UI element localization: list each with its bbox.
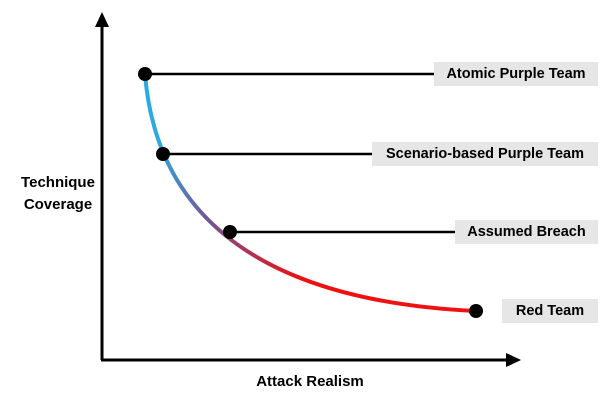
- y-axis-label-line1: Technique: [21, 174, 95, 191]
- x-axis-label: Attack Realism: [256, 373, 364, 390]
- tag-scenario-based-purple-team: Scenario-based Purple Team: [372, 142, 598, 166]
- point-red-team: [469, 304, 483, 318]
- point-atomic-purple-team: [138, 67, 152, 81]
- y-axis-label-line2: Coverage: [23, 196, 93, 213]
- tag-atomic-purple-team: Atomic Purple Team: [434, 62, 598, 86]
- tag-red-team: Red Team: [502, 299, 598, 323]
- y-axis-label: Technique Coverage: [8, 172, 108, 216]
- point-scenario-based-purple-team: [156, 147, 170, 161]
- y-axis-arrow: [95, 12, 109, 27]
- tag-assumed-breach: Assumed Breach: [455, 220, 598, 244]
- x-axis-arrow: [506, 353, 521, 367]
- point-assumed-breach: [223, 225, 237, 239]
- tradeoff-curve: [143, 72, 478, 313]
